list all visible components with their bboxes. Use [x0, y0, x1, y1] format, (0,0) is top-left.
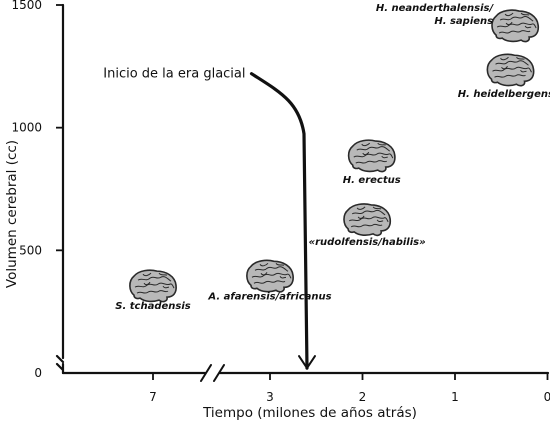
- species-label: H. heidelbergensis: [458, 89, 550, 100]
- ice-age-label: Inicio de la era glacial: [103, 67, 245, 82]
- points-layer: S. tchadensis A. afarensis/africanus «rudo…: [115, 3, 550, 312]
- ice-age-arrowhead: [298, 355, 316, 370]
- brain-icon: [347, 139, 396, 173]
- y-axis-title: Volumen cerebral (cc): [4, 140, 20, 288]
- ice-age-arrow: [249, 72, 309, 370]
- x-tick-label: 0: [544, 390, 550, 404]
- species-label: H. neanderthalensis/H. sapiens: [376, 3, 495, 27]
- brain-icon: [129, 269, 177, 303]
- species-label: «rudolfensis/habilis»: [309, 237, 426, 248]
- brain-icon: [343, 203, 392, 237]
- y-tick-label: 1000: [11, 121, 42, 135]
- x-axis-title: Tiempo (milones de años atrás): [202, 405, 417, 421]
- species-point: S. tchadensis: [115, 269, 191, 312]
- annotation-layer: Inicio de la era glacial: [103, 67, 316, 370]
- species-point: «rudolfensis/habilis»: [309, 203, 426, 248]
- y-tick-label: 1500: [11, 0, 42, 12]
- tick-marks: [56, 4, 549, 380]
- y-tick-label: 0: [34, 366, 42, 380]
- species-label: A. afarensis/africanus: [207, 291, 331, 302]
- species-label: H. erectus: [343, 175, 401, 186]
- x-tick-label: 7: [149, 390, 157, 404]
- tick-labels: 7 3 2 1 0 0 500 1000 1500: [11, 0, 550, 404]
- brain-icon: [491, 9, 540, 43]
- species-point: H. heidelbergensis: [458, 53, 550, 100]
- species-point: H. neanderthalensis/H. sapiens: [376, 3, 540, 43]
- brain-icon: [486, 53, 535, 87]
- y-axis: [55, 3, 65, 375]
- species-point: A. afarensis/africanus: [207, 259, 332, 302]
- species-point: H. erectus: [343, 139, 401, 186]
- x-tick-label: 2: [359, 390, 367, 404]
- brain-icon: [246, 259, 294, 293]
- species-label: S. tchadensis: [115, 301, 190, 312]
- x-tick-label: 1: [451, 390, 459, 404]
- x-tick-label: 3: [266, 390, 274, 404]
- y-tick-label: 500: [19, 243, 42, 257]
